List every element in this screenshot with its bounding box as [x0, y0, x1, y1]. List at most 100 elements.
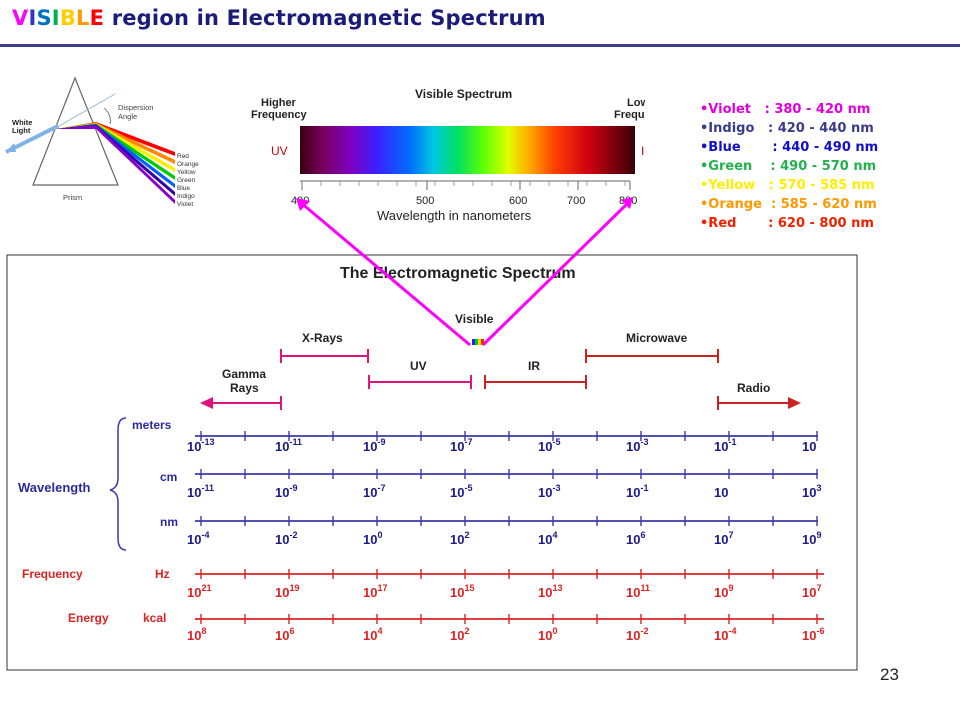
legend-item: •Green : 490 - 570 nm — [700, 159, 877, 174]
scale-label-cm: 103 — [802, 483, 821, 500]
scale-label-hz: 1017 — [363, 583, 387, 600]
scale-label-hz: 1013 — [538, 583, 562, 600]
page-number: 23 — [880, 665, 899, 684]
unit-meters: meters — [132, 418, 172, 432]
prism-color-label: Indigo — [177, 193, 195, 200]
scale-label-hz: 1011 — [626, 583, 650, 600]
white-light-label: White Light — [12, 118, 32, 135]
scale-label-meters: 10-7 — [450, 437, 472, 454]
scale-label-meters: 10-1 — [714, 437, 736, 454]
em-scales: 10-13 10-11 10-9 10-7 10-5 10-3 10-1 10 10-11 10-… — [187, 431, 824, 643]
scale-label-nm: 109 — [802, 530, 821, 547]
band-uv-label: UV — [410, 359, 427, 373]
scale-label-meters: 10-13 — [187, 437, 214, 454]
scale-label-kcal: 102 — [450, 626, 469, 643]
title-divider — [0, 44, 960, 47]
spectrum-bar — [300, 126, 635, 174]
visible-band-blue — [472, 339, 475, 345]
title-letter: I — [28, 6, 37, 30]
scale-label-cm: 10-1 — [626, 483, 648, 500]
frequency-label: Frequency — [22, 567, 83, 581]
prism-shape — [32, 76, 119, 186]
dispersion-arc — [103, 107, 111, 125]
unit-hz: Hz — [155, 567, 170, 581]
legend-item: •Orange : 585 - 620 nm — [700, 197, 877, 212]
scale-label-kcal: 104 — [363, 626, 382, 643]
connector-arrowhead-left — [296, 198, 310, 211]
scale-label-nm: 102 — [450, 530, 469, 547]
scale-label-nm: 104 — [538, 530, 557, 547]
uv-label: UV — [271, 144, 288, 158]
scale-label-kcal: 108 — [187, 626, 206, 643]
prism-color-label: Red — [177, 153, 189, 160]
ir-label: IR — [641, 144, 645, 158]
prism-rays — [56, 122, 175, 204]
prism-label: Prism — [63, 193, 82, 202]
band-ir — [484, 375, 587, 389]
band-uv — [368, 375, 472, 389]
scale-label-nm: 100 — [363, 530, 382, 547]
title-letter: L — [76, 6, 90, 30]
band-xrays-label: X-Rays — [302, 331, 343, 345]
scale-label-cm: 10-7 — [363, 483, 385, 500]
scale-label-nm: 10-2 — [275, 530, 297, 547]
scale-label-cm: 10-5 — [450, 483, 472, 500]
scale-label-meters: 10-9 — [363, 437, 385, 454]
page-title: VISIBLE region in Electromagnetic Spectr… — [12, 6, 546, 30]
scale-label-kcal: 106 — [275, 626, 294, 643]
visible-spectrum-title: Visible Spectrum — [415, 87, 512, 101]
visible-band-red — [481, 339, 484, 345]
legend-item: •Blue : 440 - 490 nm — [700, 140, 879, 155]
scale-label-nm: 107 — [714, 530, 733, 547]
higher-frequency-label: Higher Frequency — [251, 97, 308, 121]
spectrum-tick-label: 600 — [509, 195, 527, 207]
unit-cm: cm — [160, 470, 177, 484]
band-ir-label: IR — [528, 359, 540, 373]
prism-color-label: Orange — [177, 161, 199, 168]
title-letter: I — [51, 6, 60, 30]
energy-label: Energy — [68, 611, 109, 625]
spectrum-tick-label: 500 — [416, 195, 434, 207]
scale-label-cm: 10 — [714, 485, 728, 500]
prism-diagram: White Light Dispersion Angle Prism RedOran… — [5, 76, 199, 208]
title-visible-word: VISIBLE — [12, 6, 104, 30]
visible-band-yellow — [478, 339, 481, 345]
connector-arrowhead-right — [621, 197, 633, 209]
scale-label-hz: 107 — [802, 583, 821, 600]
color-wavelength-list: •Violet : 380 - 420 nm •Indigo : 420 - 44… — [700, 100, 878, 233]
band-visible-label: Visible — [455, 312, 494, 326]
prism-color-label: Violet — [177, 201, 193, 208]
scale-label-meters: 10 — [802, 439, 816, 454]
band-xrays — [280, 349, 369, 363]
prism-color-label: Green — [177, 177, 195, 184]
scale-label-kcal: 10-2 — [626, 626, 648, 643]
scale-label-cm: 10-3 — [538, 483, 560, 500]
legend-item: •Violet : 380 - 420 nm — [700, 102, 871, 117]
lower-frequency-label: LowerFrequency — [614, 97, 645, 121]
legend-item: •Red : 620 - 800 nm — [700, 216, 874, 231]
band-gamma — [205, 396, 282, 410]
title-letter: E — [89, 6, 105, 30]
unit-kcal: kcal — [143, 611, 166, 625]
wavelength-brace — [109, 417, 127, 551]
title-letter: S — [36, 6, 52, 30]
legend-item: •Yellow : 570 - 585 nm — [700, 178, 875, 193]
scale-label-meters: 10-3 — [626, 437, 648, 454]
scale-label-meters: 10-5 — [538, 437, 560, 454]
scale-label-kcal: 10-4 — [714, 626, 736, 643]
band-microwave-label: Microwave — [626, 331, 688, 345]
scale-label-hz: 1015 — [450, 583, 474, 600]
legend-item: •Indigo : 420 - 440 nm — [700, 121, 874, 136]
scale-label-hz: 109 — [714, 583, 733, 600]
scale-label-nm: 106 — [626, 530, 645, 547]
unit-nm: nm — [160, 515, 178, 529]
scale-label-cm: 10-11 — [187, 483, 214, 500]
band-radio — [717, 396, 793, 410]
scale-label-kcal: 100 — [538, 626, 557, 643]
white-light-arrowhead — [6, 143, 16, 152]
prism-color-label: Yellow — [177, 169, 196, 176]
prism-color-label: Blue — [177, 185, 190, 192]
